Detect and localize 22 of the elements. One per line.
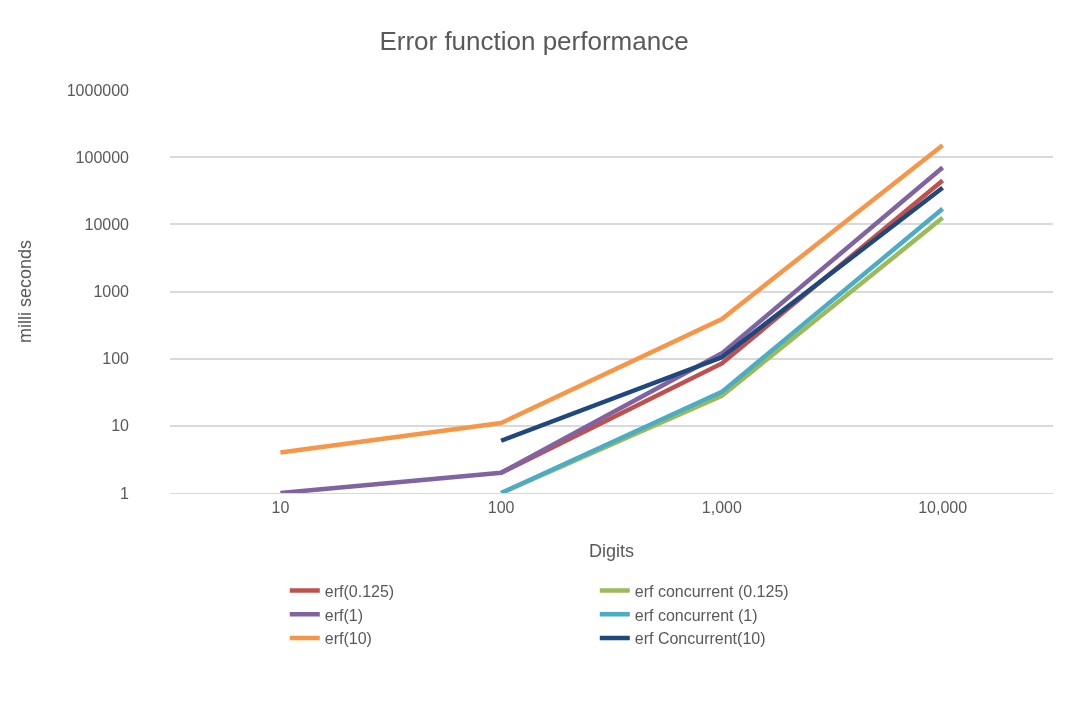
legend-label: erf Concurrent(10): [634, 630, 766, 648]
line-series: [278, 165, 945, 493]
x-tick-label: 1,000: [701, 499, 742, 517]
x-tick-label: 100: [487, 499, 515, 517]
y-tick-label: 1000: [93, 283, 130, 301]
y-axis-title: milli seconds: [14, 239, 35, 344]
legend-label: erf(1): [324, 606, 364, 624]
y-tick-label: 10: [111, 417, 130, 435]
x-axis-title: Digits: [588, 541, 635, 561]
legend-label: erf concurrent (1): [634, 606, 758, 624]
y-tick-label: 1000000: [66, 81, 130, 99]
y-tick-label: 1: [120, 484, 130, 502]
legend-label: erf(0.125): [324, 582, 395, 600]
x-tick-label: 10,000: [918, 499, 968, 517]
y-tick-label: 100000: [75, 148, 130, 166]
legend-label: erf concurrent (0.125): [634, 582, 789, 600]
line-series: [278, 143, 945, 455]
x-tick-label: 10: [271, 499, 290, 517]
y-tick-label: 10000: [84, 215, 130, 233]
legend-label: erf(10): [324, 630, 372, 648]
y-tick-label: 100: [102, 350, 130, 368]
chart-title: Error function performance: [379, 26, 689, 57]
